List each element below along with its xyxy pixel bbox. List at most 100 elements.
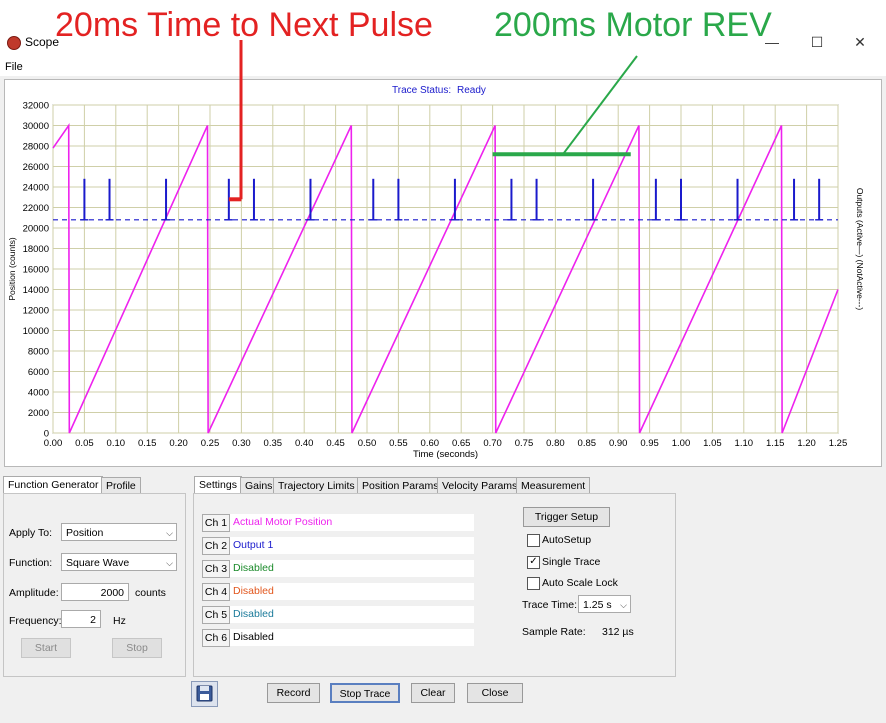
channel-source-field[interactable]: Disabled xyxy=(230,606,474,623)
channel-label: Ch 1 xyxy=(202,514,230,532)
app-icon xyxy=(7,36,21,50)
annotation-motor-rev: 200ms Motor REV xyxy=(494,6,772,44)
x-tick-label: 0.20 xyxy=(169,438,188,449)
channel-label: Ch 6 xyxy=(202,629,230,647)
x-tick-label: 0.35 xyxy=(264,438,283,449)
y-axis-title: Position (counts) xyxy=(7,237,17,300)
x-tick-label: 0.05 xyxy=(75,438,94,449)
y-tick-label: 8000 xyxy=(28,347,49,358)
x-tick-label: 0.60 xyxy=(421,438,440,449)
x-tick-label: 0.85 xyxy=(578,438,597,449)
tab-trajectory-limits[interactable]: Trajectory Limits xyxy=(273,477,360,494)
tab-profile[interactable]: Profile xyxy=(101,477,141,494)
x-tick-label: 0.15 xyxy=(138,438,157,449)
x-tick-label: 0.75 xyxy=(515,438,534,449)
frequency-label: Frequency: xyxy=(9,615,62,627)
channel-source-field[interactable]: Disabled xyxy=(230,629,474,646)
x-tick-label: 1.05 xyxy=(703,438,722,449)
save-button[interactable] xyxy=(191,681,218,707)
x-tick-label: 1.20 xyxy=(797,438,816,449)
window-title: Scope xyxy=(25,35,60,49)
single-trace-checkbox[interactable]: ✓ xyxy=(527,556,540,569)
tab-velocity-params[interactable]: Velocity Params xyxy=(437,477,523,494)
maximize-button[interactable]: ☐ xyxy=(810,34,824,50)
floppy-disk-icon xyxy=(196,685,213,702)
y-tick-label: 12000 xyxy=(23,306,49,317)
x-axis-title: Time (seconds) xyxy=(413,449,478,460)
minimize-button[interactable]: — xyxy=(765,34,779,50)
apply-to-value: Position xyxy=(66,527,104,539)
x-tick-label: 0.10 xyxy=(107,438,126,449)
tab-settings[interactable]: Settings xyxy=(194,476,242,493)
y-tick-label: 14000 xyxy=(23,285,49,296)
annotation-time-to-next-pulse: 20ms Time to Next Pulse xyxy=(55,6,433,44)
trigger-setup-button[interactable]: Trigger Setup xyxy=(523,507,610,527)
trace-status-label: Trace Status: xyxy=(392,85,452,96)
y2-axis-title: Outputs (Active—) (NotActive---) xyxy=(855,188,865,310)
chevron-down-icon: ⌵ xyxy=(166,558,173,568)
y-tick-label: 26000 xyxy=(23,162,49,173)
y-tick-label: 4000 xyxy=(28,388,49,399)
auto-scale-lock-label: Auto Scale Lock xyxy=(542,577,618,589)
x-tick-label: 0.30 xyxy=(232,438,251,449)
autosetup-label: AutoSetup xyxy=(542,534,592,546)
start-button[interactable]: Start xyxy=(21,638,71,658)
y-tick-label: 18000 xyxy=(23,244,49,255)
x-tick-label: 1.10 xyxy=(735,438,754,449)
menu-file[interactable]: File xyxy=(5,61,23,73)
close-button[interactable]: Close xyxy=(467,683,523,703)
x-tick-label: 1.00 xyxy=(672,438,691,449)
channel-label: Ch 4 xyxy=(202,583,230,601)
scope-plot: 0.00 0.05 0.10 0.15 0.20 0.25 0.30 0.35 0.40 0.45… xyxy=(4,40,882,467)
sample-rate-value: 312 µs xyxy=(602,626,634,638)
annotation-green-leader-line xyxy=(562,55,638,155)
x-tick-label: 0.90 xyxy=(609,438,628,449)
trace-time-value: 1.25 s xyxy=(583,599,612,611)
series-actual-motor-position xyxy=(52,122,839,434)
tab-position-params[interactable]: Position Params xyxy=(357,477,444,494)
auto-scale-lock-checkbox[interactable] xyxy=(527,577,540,590)
chevron-down-icon: ⌵ xyxy=(620,600,627,610)
tab-function-generator[interactable]: Function Generator xyxy=(3,476,104,493)
x-tick-label: 0.70 xyxy=(483,438,502,449)
amplitude-unit: counts xyxy=(135,587,166,599)
frequency-input[interactable]: 2 xyxy=(61,610,101,628)
channel-source-field[interactable]: Disabled xyxy=(230,583,474,600)
y-tick-label: 2000 xyxy=(28,408,49,419)
stop-button[interactable]: Stop xyxy=(112,638,162,658)
x-tick-label: 0.00 xyxy=(44,438,63,449)
single-trace-label: Single Trace xyxy=(542,556,601,568)
channel-label: Ch 2 xyxy=(202,537,230,555)
function-value: Square Wave xyxy=(66,557,130,569)
channel-source-field[interactable]: Actual Motor Position xyxy=(230,514,474,531)
tab-measurement[interactable]: Measurement xyxy=(516,477,591,494)
record-button[interactable]: Record xyxy=(267,683,320,703)
title-bar xyxy=(0,0,886,60)
channel-label: Ch 3 xyxy=(202,560,230,578)
x-tick-label: 0.55 xyxy=(389,438,408,449)
x-tick-label: 0.25 xyxy=(201,438,220,449)
y-tick-label: 16000 xyxy=(23,265,49,276)
x-tick-label: 0.50 xyxy=(358,438,377,449)
apply-to-select[interactable]: Position ⌵ xyxy=(61,523,177,541)
clear-button[interactable]: Clear xyxy=(411,683,455,703)
chart-grid xyxy=(52,104,839,434)
autosetup-checkbox[interactable] xyxy=(527,534,540,547)
chevron-down-icon: ⌵ xyxy=(166,528,173,538)
y-tick-label: 20000 xyxy=(23,224,49,235)
x-tick-label: 0.95 xyxy=(640,438,659,449)
channel-source-field[interactable]: Disabled xyxy=(230,560,474,577)
tab-gains[interactable]: Gains xyxy=(240,477,278,494)
amplitude-input[interactable]: 2000 xyxy=(61,583,129,601)
function-select[interactable]: Square Wave ⌵ xyxy=(61,553,177,571)
y-tick-label: 0 xyxy=(44,429,49,440)
close-window-button[interactable]: ✕ xyxy=(854,34,866,50)
stop-trace-button[interactable]: Stop Trace xyxy=(330,683,400,703)
y-tick-label: 10000 xyxy=(23,326,49,337)
trace-time-select[interactable]: 1.25 s ⌵ xyxy=(578,595,631,613)
channel-label: Ch 5 xyxy=(202,606,230,624)
y-tick-label: 6000 xyxy=(28,367,49,378)
channel-source-field[interactable]: Output 1 xyxy=(230,537,474,554)
function-label: Function: xyxy=(9,557,53,569)
trace-time-label: Trace Time: xyxy=(522,599,578,611)
